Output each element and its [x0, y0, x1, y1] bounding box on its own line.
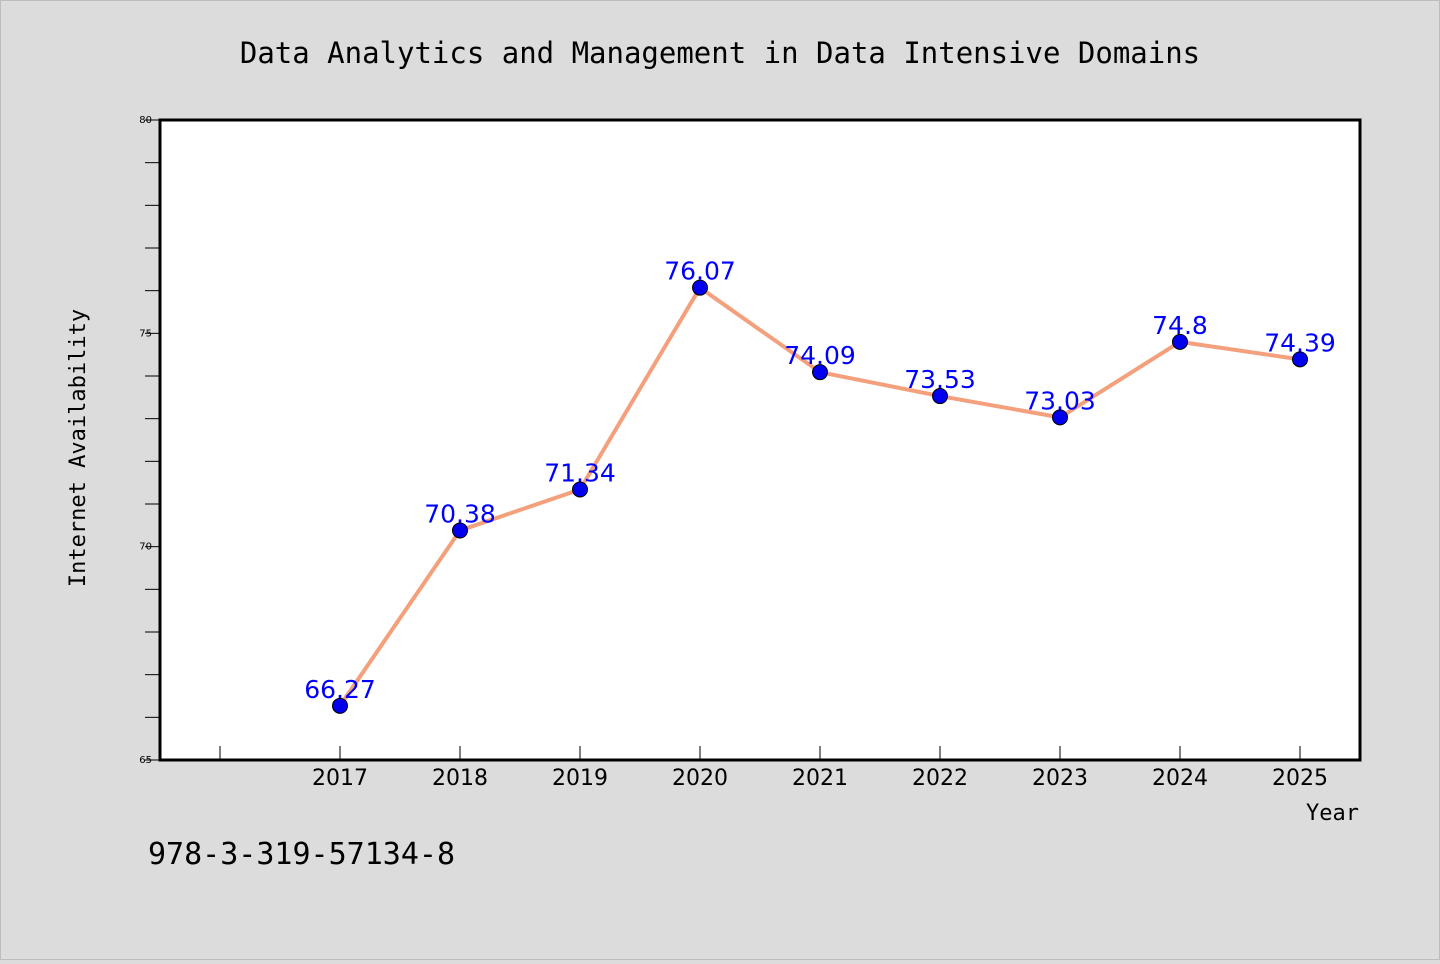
plot-area	[158, 118, 1362, 762]
isbn-footnote: 978-3-319-57134-8	[148, 837, 455, 872]
x-tick-label: 2024	[1152, 766, 1208, 791]
data-point	[932, 388, 948, 405]
data-point	[1052, 409, 1068, 426]
x-tick-label: 2020	[672, 766, 728, 791]
y-tick-label: 75	[139, 328, 152, 339]
data-point	[452, 522, 468, 539]
data-label: 74.39	[1264, 328, 1336, 357]
data-label: 74.09	[784, 341, 856, 370]
x-tick-label: 2018	[432, 766, 488, 791]
y-axis-label: Internet Availability	[66, 309, 91, 587]
data-point	[1172, 333, 1188, 350]
y-tick-label: 80	[139, 115, 152, 126]
y-tick-label: 70	[139, 542, 152, 553]
data-label: 76.07	[664, 257, 736, 286]
data-label: 71.34	[544, 458, 616, 487]
x-tick-label: 2021	[792, 766, 848, 791]
data-labels: 66.27 70.38 71.34 76.07 74.09 73.53 73.03 74.8 7…	[304, 257, 1336, 704]
data-point	[572, 481, 588, 498]
chart-title: Data Analytics and Management in Data In…	[240, 36, 1200, 70]
data-label: 74.8	[1152, 311, 1208, 340]
x-tick-label: 2022	[912, 766, 968, 791]
series-group	[332, 279, 1308, 714]
x-tick-label: 2017	[312, 766, 368, 791]
x-axis: 2017 2018 2019 2020 2021 2022 2023 2024 2025	[219, 746, 1328, 791]
y-axis: 65 70 75 80	[139, 115, 160, 766]
x-tick-label: 2025	[1272, 766, 1328, 791]
data-point	[1292, 351, 1308, 368]
data-label: 73.53	[904, 365, 976, 394]
data-label: 73.03	[1024, 386, 1096, 415]
x-axis-label: Year	[1306, 801, 1359, 826]
data-point	[812, 364, 828, 381]
x-tick-label: 2023	[1032, 766, 1088, 791]
y-tick-label: 65	[139, 755, 152, 766]
data-point	[692, 279, 708, 296]
data-point	[332, 697, 348, 714]
data-label: 70.38	[424, 499, 496, 528]
x-tick-label: 2019	[552, 766, 608, 791]
data-label: 66.27	[304, 675, 376, 704]
